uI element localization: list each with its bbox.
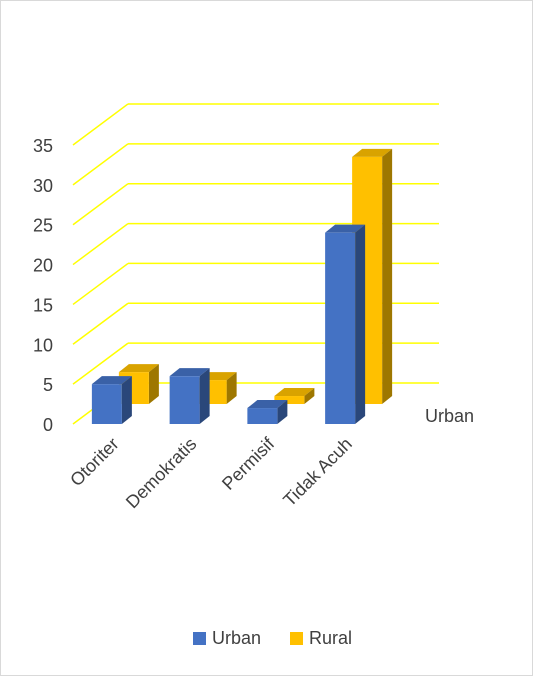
x-tick-label: Demokratis	[122, 434, 201, 513]
x-tick-label: Tidak Acuh	[279, 434, 356, 511]
x-tick-label: Otoriter	[66, 434, 123, 491]
gridline-diagonal	[72, 222, 129, 266]
y-tick-label: 25	[33, 216, 53, 236]
legend-label: Urban	[212, 628, 261, 648]
legend-label: Rural	[309, 628, 352, 648]
legend-item-urban[interactable]: Urban	[193, 628, 261, 648]
y-tick-label: 10	[33, 335, 53, 355]
bars	[91, 148, 393, 424]
legend-swatch	[290, 632, 303, 645]
gridline-diagonal	[72, 183, 129, 226]
gridline-diagonal	[72, 342, 129, 385]
y-tick-label: 5	[43, 375, 53, 395]
legend-swatch	[193, 632, 206, 645]
y-tick-label: 35	[33, 136, 53, 156]
x-tick-label: Permisif	[218, 433, 279, 494]
y-tick-label: 20	[33, 256, 53, 276]
bar-urban-3[interactable]	[247, 400, 288, 424]
legend[interactable]: Urban Rural	[193, 628, 352, 648]
bar-urban-1[interactable]	[91, 376, 132, 424]
bar-urban-2[interactable]	[169, 368, 210, 424]
gridline-diagonal	[72, 302, 129, 345]
y-tick-label: 0	[43, 415, 53, 435]
x-axis-ticks: Otoriter Demokratis Permisif Tidak Acuh	[66, 433, 356, 512]
y-tick-label: 30	[33, 176, 53, 196]
legend-item-rural[interactable]: Rural	[290, 628, 352, 648]
y-axis-ticks: 0 5 10 15 20 25 30 35	[33, 136, 53, 435]
y-tick-label: 15	[33, 295, 53, 315]
gridline-diagonal	[72, 262, 129, 306]
depth-axis-label: Urban	[425, 406, 474, 426]
gridline-diagonal	[72, 103, 129, 146]
bar-urban-4[interactable]	[325, 224, 366, 424]
bar-rural-3[interactable]	[274, 388, 315, 404]
gridline-diagonal	[72, 143, 129, 186]
